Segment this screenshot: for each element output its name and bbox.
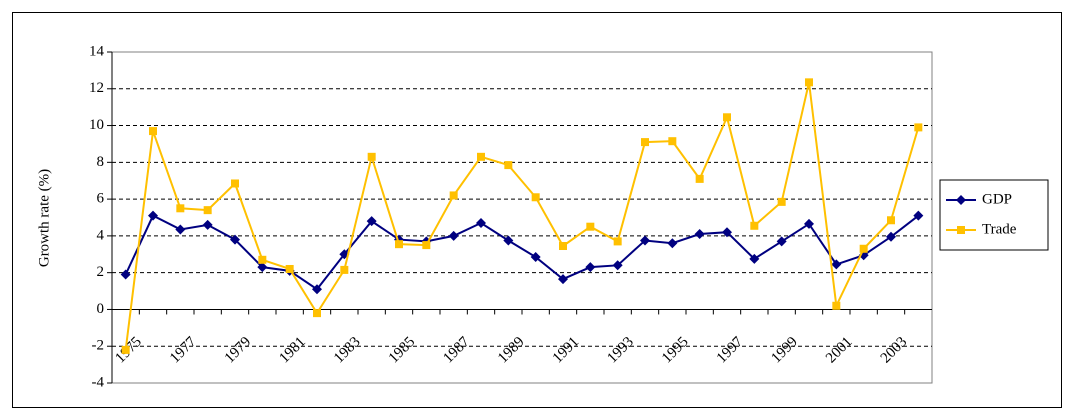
point (694, 229, 705, 240)
point (886, 231, 896, 242)
point (366, 216, 377, 227)
point (641, 138, 649, 147)
point (695, 174, 704, 183)
point (559, 242, 567, 251)
point (776, 236, 787, 247)
point (148, 210, 158, 221)
point (476, 218, 486, 229)
point (749, 253, 760, 264)
point (477, 152, 485, 161)
point (504, 161, 513, 170)
point (914, 123, 923, 132)
point (176, 204, 185, 213)
y-axis-label: Growth rate (%) (36, 169, 52, 267)
point (449, 191, 458, 200)
point (530, 252, 541, 263)
point (558, 274, 568, 285)
point (285, 264, 294, 273)
point (805, 78, 813, 87)
point (859, 244, 868, 253)
point (175, 224, 186, 235)
point (723, 113, 731, 122)
point (887, 216, 895, 225)
y-tick-label: 2 (97, 264, 105, 280)
point (586, 222, 595, 231)
point (777, 197, 786, 206)
point (257, 262, 268, 273)
point (913, 210, 924, 221)
point (367, 152, 376, 161)
y-tick-label: 10 (89, 117, 104, 133)
legend (939, 179, 1049, 251)
point (613, 237, 622, 246)
point (203, 206, 212, 215)
y-tick-label: 14 (89, 43, 105, 59)
plot-area (111, 51, 933, 384)
point (312, 284, 322, 295)
y-tick-label: 12 (89, 80, 104, 96)
point (668, 137, 677, 146)
point (750, 221, 759, 230)
point (667, 238, 678, 249)
point (202, 219, 213, 230)
point (831, 259, 842, 270)
point (120, 269, 131, 280)
point (531, 193, 540, 202)
y-tick-label: 6 (97, 191, 105, 207)
point (832, 301, 841, 310)
point (503, 235, 514, 246)
y-tick-label: 0 (97, 301, 105, 317)
y-tick-label: 8 (97, 154, 105, 170)
point (448, 230, 459, 241)
point (585, 262, 596, 273)
point (804, 218, 814, 229)
point (612, 260, 623, 271)
point (395, 240, 403, 249)
point (340, 265, 349, 274)
point (722, 227, 732, 238)
point (640, 235, 650, 246)
point (230, 234, 240, 245)
point (313, 309, 321, 318)
point (231, 179, 239, 188)
point (422, 241, 431, 250)
legend-label: GDP (982, 191, 1012, 207)
legend-marker (956, 195, 966, 205)
legend-marker (957, 226, 965, 234)
legend-label: Trade (982, 221, 1017, 237)
series-line (124, 214, 919, 291)
point (149, 127, 157, 136)
y-tick-label: 4 (97, 227, 105, 243)
point (121, 345, 130, 354)
y-tick-label: -2 (92, 338, 105, 354)
series-line (124, 82, 920, 351)
y-tick-label: -4 (92, 374, 105, 390)
point (258, 255, 267, 264)
